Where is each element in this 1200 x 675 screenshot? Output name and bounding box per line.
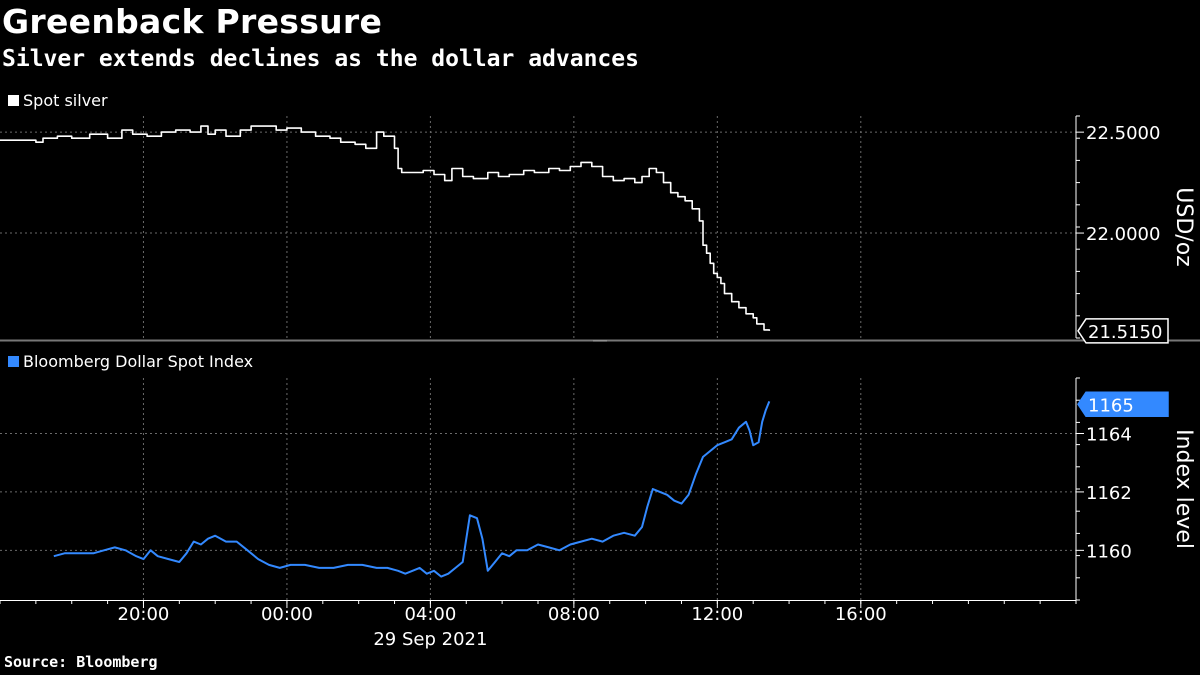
last-value-tag-0 [1077,318,1169,344]
xtick-label-5: 16:00 [835,604,887,625]
chart-subtitle: Silver extends declines as the dollar ad… [2,46,639,72]
last-value-label-0: 21.5150 [1088,322,1162,343]
legend-swatch-dxy [8,356,19,367]
legend-spot-silver: Spot silver [8,91,108,110]
ytick-label-0-1: 22.0000 [1086,224,1160,245]
last-value-label-1: 1165 [1088,395,1134,416]
y-axis-title-0: USD/oz [1171,187,1196,266]
series-line-0 [0,125,771,331]
legend-swatch-silver [8,95,19,106]
source-note: Source: Bloomberg [4,653,158,671]
legend-label-silver: Spot silver [23,91,108,110]
xtick-label-0: 20:00 [118,604,170,625]
ytick-label-0-0: 22.5000 [1086,123,1160,144]
ytick-label-1-2: 1160 [1086,541,1132,562]
last-value-tag-1 [1077,391,1169,418]
xtick-label-4: 12:00 [691,604,743,625]
ytick-label-1-1: 1162 [1086,483,1132,504]
legend-label-dxy: Bloomberg Dollar Spot Index [23,352,254,371]
y-axis-title-1: Index level [1171,429,1196,549]
series-line-1 [53,401,771,578]
ytick-label-1-0: 1164 [1086,425,1132,446]
xtick-label-1: 00:00 [261,604,313,625]
x-date-label: 29 Sep 2021 [373,629,487,650]
xtick-label-3: 08:00 [548,604,600,625]
xtick-label-2: 04:00 [404,604,456,625]
chart-title: Greenback Pressure [2,2,383,41]
legend-dollar-index: Bloomberg Dollar Spot Index [8,352,253,371]
